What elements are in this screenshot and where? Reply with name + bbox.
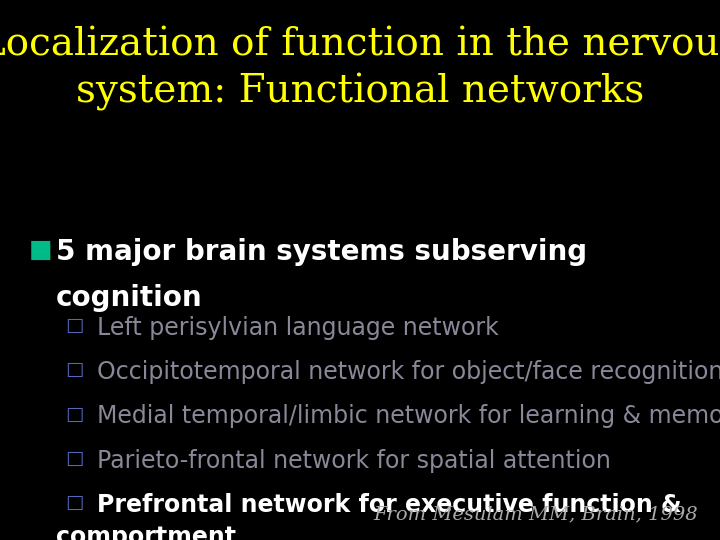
Text: □: □ xyxy=(65,493,84,512)
Text: comportment: comportment xyxy=(56,525,236,540)
Text: Left perisylvian language network: Left perisylvian language network xyxy=(97,316,499,340)
Text: Occipitotemporal network for object/face recognition: Occipitotemporal network for object/face… xyxy=(97,360,720,384)
Text: ■: ■ xyxy=(29,238,53,261)
Text: From Mesulam MM, Brain, 1998: From Mesulam MM, Brain, 1998 xyxy=(374,506,698,524)
Text: Parieto-frontal network for spatial attention: Parieto-frontal network for spatial atte… xyxy=(97,449,611,472)
Text: □: □ xyxy=(65,316,84,335)
Text: 5 major brain systems subserving: 5 major brain systems subserving xyxy=(56,238,588,266)
Text: Medial temporal/limbic network for learning & memory: Medial temporal/limbic network for learn… xyxy=(97,404,720,428)
Text: cognition: cognition xyxy=(56,284,203,312)
Text: □: □ xyxy=(65,404,84,423)
Text: □: □ xyxy=(65,360,84,379)
Text: Localization of function in the nervous
system: Functional networks: Localization of function in the nervous … xyxy=(0,27,720,111)
Text: Prefrontal network for executive function &: Prefrontal network for executive functio… xyxy=(97,493,682,517)
Text: □: □ xyxy=(65,449,84,468)
